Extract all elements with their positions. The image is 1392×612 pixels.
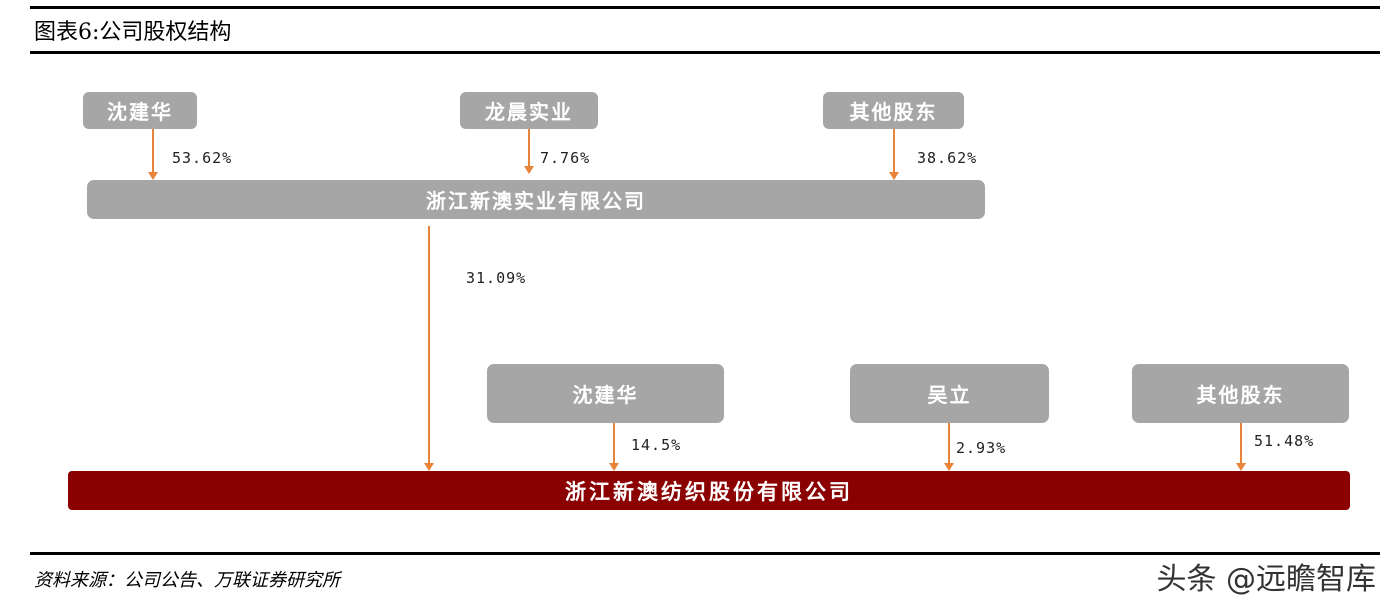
arrowhead-other-top: [889, 172, 899, 180]
pct-longchen: 7.76%: [540, 149, 591, 167]
pct-shen-direct: 14.5%: [631, 436, 682, 454]
watermark: 头条 @远瞻智库: [1156, 562, 1376, 597]
shareholder-shen-jianhua-top: 沈建华: [83, 92, 197, 129]
arrowhead-shen-direct: [609, 463, 619, 471]
pct-other-top: 38.62%: [917, 149, 978, 167]
title-underline: [30, 51, 1380, 54]
arrowhead-other-direct: [1236, 463, 1246, 471]
shareholder-shen-jianhua-direct: 沈建华: [487, 364, 724, 423]
arrow-line-longchen: [528, 129, 530, 166]
shareholder-wu-li: 吴立: [850, 364, 1049, 423]
shareholder-other-top: 其他股东: [823, 92, 964, 129]
arrow-line-parent-to-main: [428, 226, 430, 464]
pct-shen-top: 53.62%: [172, 149, 233, 167]
parent-company-box: 浙江新澳实业有限公司: [87, 180, 985, 219]
pct-other-direct: 51.48%: [1254, 432, 1315, 450]
source-note: 资料来源：公司公告、万联证券研究所: [34, 570, 340, 591]
shareholder-other-direct: 其他股东: [1132, 364, 1349, 423]
shareholder-longchen-industry: 龙晨实业: [460, 92, 598, 129]
footer-rule: [30, 552, 1380, 555]
pct-wu-li: 2.93%: [956, 439, 1007, 457]
top-rule: [30, 6, 1380, 9]
main-company-box: 浙江新澳纺织股份有限公司: [68, 471, 1350, 510]
arrow-line-wu-li: [948, 423, 950, 464]
arrow-line-shen-direct: [613, 423, 615, 464]
arrowhead-parent-to-main: [424, 463, 434, 471]
arrow-line-other-top: [893, 129, 895, 172]
arrowhead-wu-li: [944, 463, 954, 471]
pct-parent-to-main: 31.09%: [466, 269, 527, 287]
arrow-line-other-direct: [1240, 423, 1242, 464]
arrowhead-longchen: [524, 166, 534, 174]
arrowhead-shen-top: [148, 172, 158, 180]
arrow-line-shen-top: [152, 129, 154, 172]
figure-title: 图表6:公司股权结构: [34, 20, 232, 45]
